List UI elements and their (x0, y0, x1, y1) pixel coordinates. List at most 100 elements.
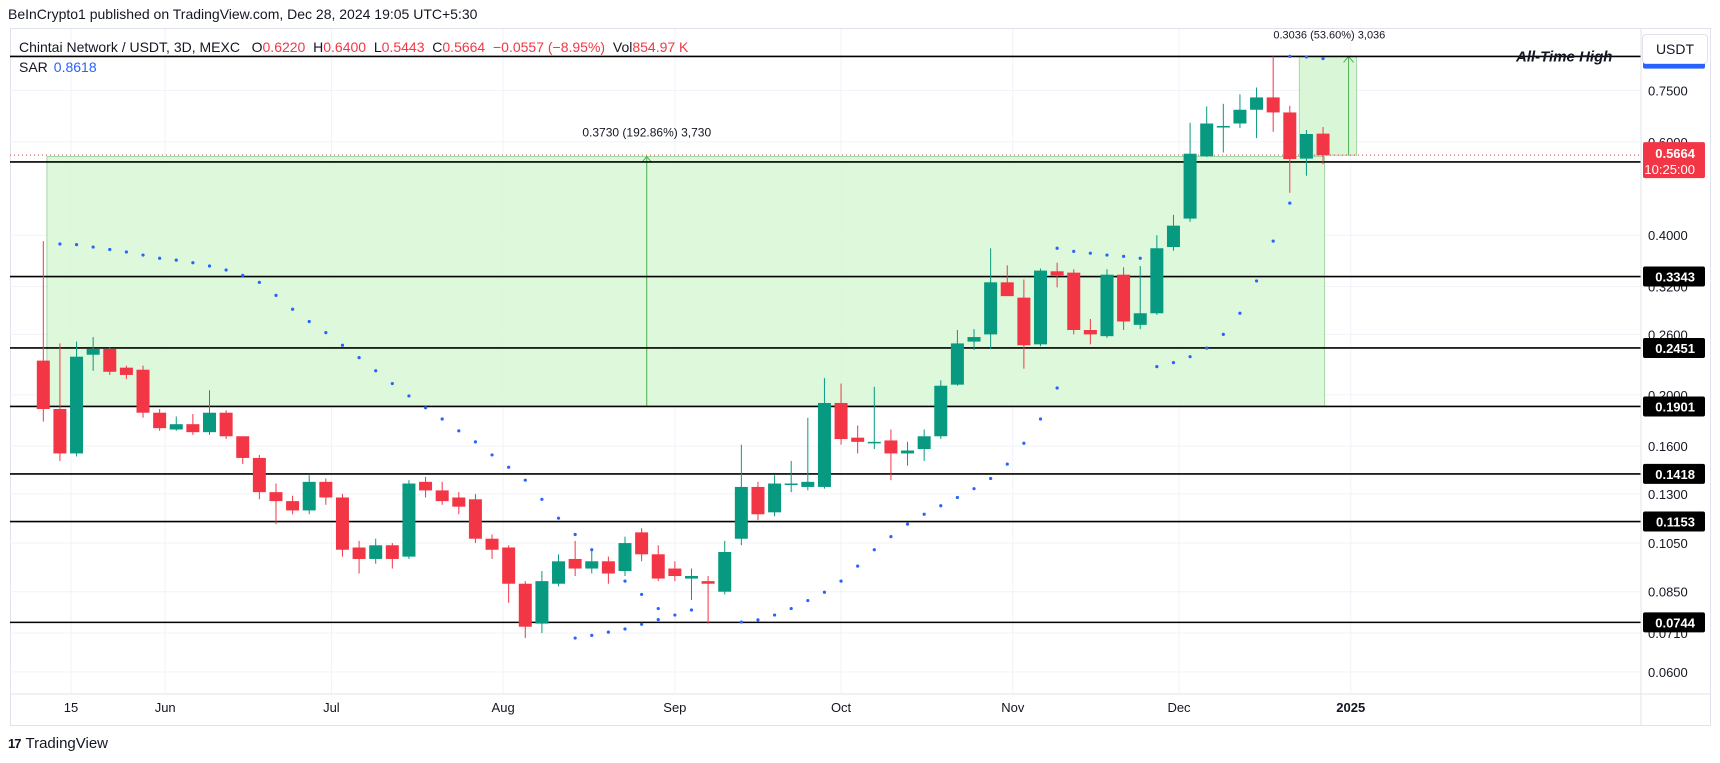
sar-label: SAR (19, 59, 48, 75)
sar-dot (872, 548, 876, 552)
sar-dot (606, 630, 610, 634)
candle-body (934, 385, 948, 437)
change-value: −0.0557 (−8.95%) (493, 39, 606, 55)
sar-dot (689, 608, 694, 612)
sar-dot (573, 532, 577, 537)
high-label: H (313, 39, 324, 55)
candle-body (1183, 153, 1197, 219)
candle (901, 441, 915, 466)
candle-body (917, 436, 931, 450)
sar-dot (989, 476, 993, 481)
candle-body (36, 360, 50, 410)
sar-dot (457, 429, 461, 433)
sar-legend[interactable]: SAR 0.8618 (19, 59, 97, 75)
sar-dot (191, 261, 195, 265)
candle-body (53, 409, 67, 454)
sar-dot (1122, 254, 1126, 258)
candle-body (352, 547, 366, 559)
candle-body (950, 343, 964, 385)
candle-body (1299, 134, 1313, 159)
candle-body (203, 412, 216, 433)
candle (1000, 265, 1014, 297)
candle (1233, 94, 1247, 129)
sar-dot (124, 250, 128, 254)
sar-dot (1288, 54, 1292, 59)
candle-body (468, 499, 482, 539)
candle (1117, 267, 1131, 331)
candle-body (585, 561, 599, 569)
sar-dot (1005, 462, 1009, 466)
level-tag-bg (1643, 612, 1705, 633)
candle-body (70, 356, 84, 454)
candle (1034, 268, 1047, 347)
candle (86, 337, 100, 371)
candle-body (103, 349, 117, 372)
tradingview-logo-icon: 17 (8, 736, 22, 751)
sar-dot (1155, 365, 1159, 369)
candle (252, 454, 266, 500)
time-tick-label: Sep (663, 700, 686, 715)
candle (369, 538, 383, 564)
sar-dot (1221, 332, 1225, 336)
candle-body (851, 437, 865, 442)
candle-body (502, 547, 516, 584)
currency-button[interactable]: USDT (1642, 34, 1708, 64)
volume-value: 854.97 K (632, 39, 689, 55)
candle-body (435, 490, 449, 502)
candle-body (1100, 274, 1114, 337)
sar-dot (1055, 386, 1059, 390)
candle-body (369, 545, 383, 559)
candle-body (718, 552, 732, 592)
open-label: O (251, 39, 263, 55)
candle-body (1150, 248, 1164, 314)
candle-body (984, 282, 998, 335)
candle (984, 248, 998, 350)
sar-dot (822, 590, 827, 594)
close-label: C (432, 39, 443, 55)
sar-dot (922, 512, 926, 516)
sar-dot (291, 307, 295, 311)
level-tag-text: 0.2451 (1655, 341, 1695, 356)
candle (286, 495, 300, 515)
candle (751, 481, 765, 521)
time-tick-label: 2025 (1336, 700, 1365, 715)
candle (219, 410, 233, 440)
candle-body (568, 558, 582, 569)
sar-dot (1304, 55, 1309, 59)
ohlc-legend: Chintai Network / USDT, 3D, MEXC O0.6220… (19, 39, 688, 55)
candle (1299, 129, 1313, 176)
candle (319, 478, 333, 505)
candle-body (1233, 109, 1247, 124)
sar-dot (1088, 251, 1092, 255)
sar-dot (1138, 256, 1142, 260)
sar-value: 0.8618 (53, 59, 97, 75)
candle (568, 540, 582, 577)
candle (1133, 265, 1147, 330)
last-price-tag-countdown: 10:25:00 (1644, 162, 1695, 177)
symbol-title[interactable]: Chintai Network / USDT, 3D, MEXC (19, 39, 240, 55)
candle (867, 386, 881, 450)
candle (1250, 87, 1264, 139)
candle-body (751, 486, 765, 515)
candle-body (535, 581, 549, 624)
sar-dot (1271, 239, 1275, 243)
last-price-tag-bg (1643, 142, 1705, 179)
price-tick-label: 0.1600 (1648, 439, 1688, 454)
sar-dot (241, 273, 245, 277)
sar-dot (640, 622, 644, 626)
candle (269, 483, 283, 525)
candle-body (236, 436, 250, 458)
candle-body (684, 576, 698, 579)
candle (36, 241, 50, 422)
tradingview-logo[interactable]: 17 TradingView (8, 735, 108, 752)
sar-dot (523, 478, 527, 482)
candle-body (485, 538, 499, 550)
candle (419, 476, 433, 498)
candle-body (1283, 112, 1297, 160)
candle-body (1000, 282, 1014, 297)
sar-dot (889, 534, 893, 539)
candle (1283, 105, 1297, 193)
candle (402, 480, 416, 559)
